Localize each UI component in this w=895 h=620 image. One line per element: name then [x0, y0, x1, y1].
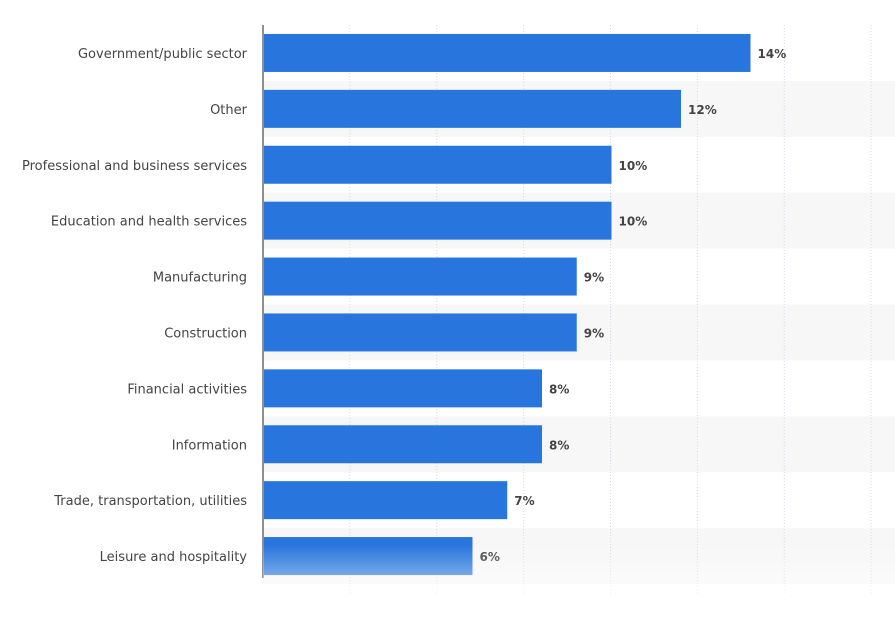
category-label: Financial activities	[127, 382, 247, 397]
bar	[264, 425, 542, 464]
bar	[264, 313, 577, 352]
data-label: 14%	[758, 47, 787, 61]
category-label: Other	[210, 103, 248, 118]
data-label: 8%	[549, 382, 569, 396]
bar	[264, 89, 681, 128]
category-label: Government/public sector	[78, 47, 248, 62]
data-label: 9%	[584, 271, 604, 285]
data-label: 7%	[514, 494, 534, 508]
data-label: 10%	[619, 215, 648, 229]
data-label: 12%	[688, 103, 717, 117]
bar	[264, 33, 751, 72]
category-label: Manufacturing	[153, 271, 247, 286]
bar	[264, 369, 542, 408]
bar	[264, 145, 612, 184]
bar	[264, 257, 577, 296]
category-label: Leisure and hospitality	[100, 550, 248, 565]
bar	[264, 201, 612, 240]
bar	[264, 481, 508, 520]
category-label: Education and health services	[51, 215, 247, 230]
category-label: Professional and business services	[22, 159, 247, 174]
data-label: 8%	[549, 438, 569, 452]
data-label: 9%	[584, 326, 604, 340]
bottom-fade	[263, 545, 895, 620]
data-label: 10%	[619, 159, 648, 173]
category-label: Information	[172, 438, 247, 453]
category-label: Trade, transportation, utilities	[53, 494, 247, 509]
category-label: Construction	[164, 326, 247, 341]
